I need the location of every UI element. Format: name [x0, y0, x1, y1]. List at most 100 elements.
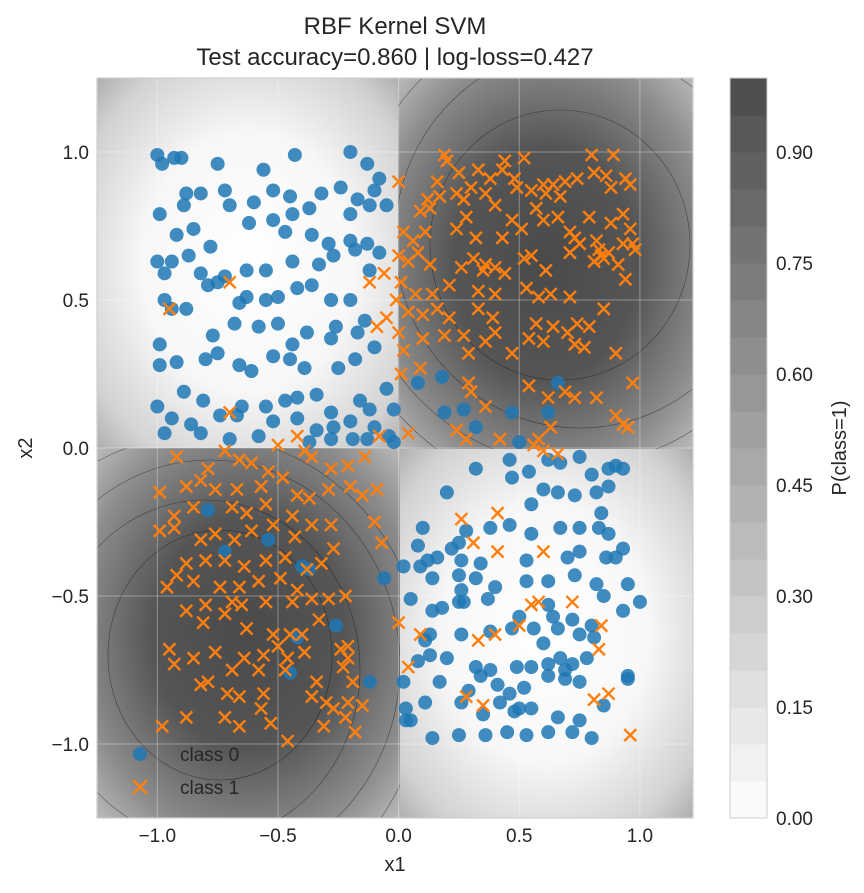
- class-0-point: [232, 295, 247, 310]
- class-0-point: [502, 686, 517, 701]
- class-1-point: [198, 598, 213, 612]
- class-0-point: [377, 571, 392, 586]
- class-0-point: [285, 254, 300, 269]
- class-1-point: [295, 627, 309, 642]
- chart-subtitle: Test accuracy=0.860 | log-loss=0.427: [196, 44, 593, 71]
- class-1-point: [244, 524, 259, 538]
- class-0-point: [169, 227, 184, 242]
- class-1-point: [222, 405, 237, 420]
- class-1-point: [567, 337, 582, 352]
- class-0-point: [261, 532, 276, 547]
- class-1-point: [324, 461, 338, 476]
- class-0-point: [331, 361, 346, 376]
- class-1-point: [275, 470, 290, 485]
- class-0-point: [616, 603, 631, 618]
- class-1-point: [493, 432, 507, 446]
- class-1-point: [406, 233, 420, 248]
- class-0-point: [403, 713, 418, 728]
- class-1-point: [413, 204, 428, 219]
- class-0-point: [164, 254, 179, 269]
- class-0-point: [184, 417, 199, 432]
- class-0-point: [437, 405, 452, 420]
- class-0-point: [541, 574, 556, 589]
- class-0-point: [302, 562, 317, 577]
- class-1-point: [483, 171, 498, 186]
- y-tick-label: −1.0: [51, 735, 89, 756]
- class-1-point: [218, 444, 232, 458]
- class-0-point: [328, 319, 343, 334]
- x-tick-label: −0.5: [259, 826, 297, 847]
- class-0-point: [290, 281, 305, 296]
- class-0-point: [451, 535, 466, 550]
- class-1-point: [401, 304, 416, 319]
- class-0-point: [572, 544, 587, 559]
- class-1-point: [162, 302, 177, 316]
- class-0-point: [454, 627, 469, 642]
- class-1-point: [152, 485, 167, 500]
- class-1-point: [239, 621, 254, 636]
- class-0-point: [343, 293, 358, 307]
- class-1-point: [341, 651, 355, 666]
- legend-marker-class-0: [133, 747, 147, 761]
- class-1-point: [464, 180, 478, 195]
- class-1-point: [179, 479, 194, 494]
- class-0-point: [505, 621, 520, 636]
- class-1-point: [485, 310, 500, 325]
- class-0-point: [526, 621, 541, 636]
- class-1-point: [316, 719, 331, 734]
- class-0-point: [439, 485, 454, 500]
- colorbar-band: [730, 115, 767, 153]
- class-0-point: [483, 520, 498, 535]
- class-0-point: [229, 408, 244, 423]
- class-0-point: [297, 361, 312, 376]
- class-0-point: [386, 402, 401, 417]
- class-1-point: [263, 716, 278, 731]
- class-0-point: [367, 420, 382, 435]
- class-0-point: [251, 429, 266, 444]
- class-0-point: [410, 654, 425, 669]
- class-0-point: [572, 627, 587, 642]
- colorbar-band: [730, 411, 767, 449]
- class-1-point: [370, 482, 384, 497]
- class-0-point: [439, 651, 454, 666]
- class-1-point: [524, 598, 539, 612]
- class-1-point: [563, 245, 577, 260]
- class-0-point: [244, 364, 259, 379]
- class-0-point: [599, 550, 614, 565]
- class-0-point: [519, 574, 534, 589]
- class-0-point: [164, 411, 179, 426]
- class-1-point: [582, 319, 597, 334]
- colorbar-tick-label: 0.60: [776, 365, 813, 386]
- class-0-point: [176, 198, 191, 213]
- class-1-point: [471, 162, 486, 177]
- class-1-point: [355, 488, 370, 503]
- class-1-point: [167, 657, 182, 671]
- x-axis-ticks: −1.0 −0.5 0.0 0.5 1.0: [139, 826, 654, 847]
- class-0-point: [242, 216, 257, 231]
- class-1-point: [464, 384, 478, 399]
- legend-label-class-0: class 0: [180, 745, 239, 766]
- class-0-point: [157, 426, 172, 441]
- class-0-point: [362, 198, 377, 213]
- class-0-point: [488, 580, 503, 595]
- class-0-point: [179, 186, 194, 201]
- class-0-point: [353, 393, 368, 408]
- class-0-point: [362, 263, 377, 278]
- class-0-point: [302, 435, 317, 450]
- class-0-point: [512, 435, 527, 450]
- class-1-point: [538, 186, 553, 201]
- class-1-point: [201, 674, 215, 689]
- class-1-point: [304, 592, 319, 606]
- colorbar-band: [730, 226, 767, 264]
- class-1-point: [225, 595, 239, 609]
- class-1-point: [558, 384, 572, 399]
- class-1-point: [237, 559, 252, 574]
- class-0-point: [579, 651, 594, 666]
- class-1-point: [524, 248, 539, 263]
- class-0-point: [456, 402, 471, 417]
- class-0-point: [396, 674, 411, 689]
- class-0-point: [278, 224, 293, 239]
- class-1-point: [201, 461, 215, 476]
- class-1-point: [594, 618, 609, 633]
- class-1-point: [505, 346, 519, 361]
